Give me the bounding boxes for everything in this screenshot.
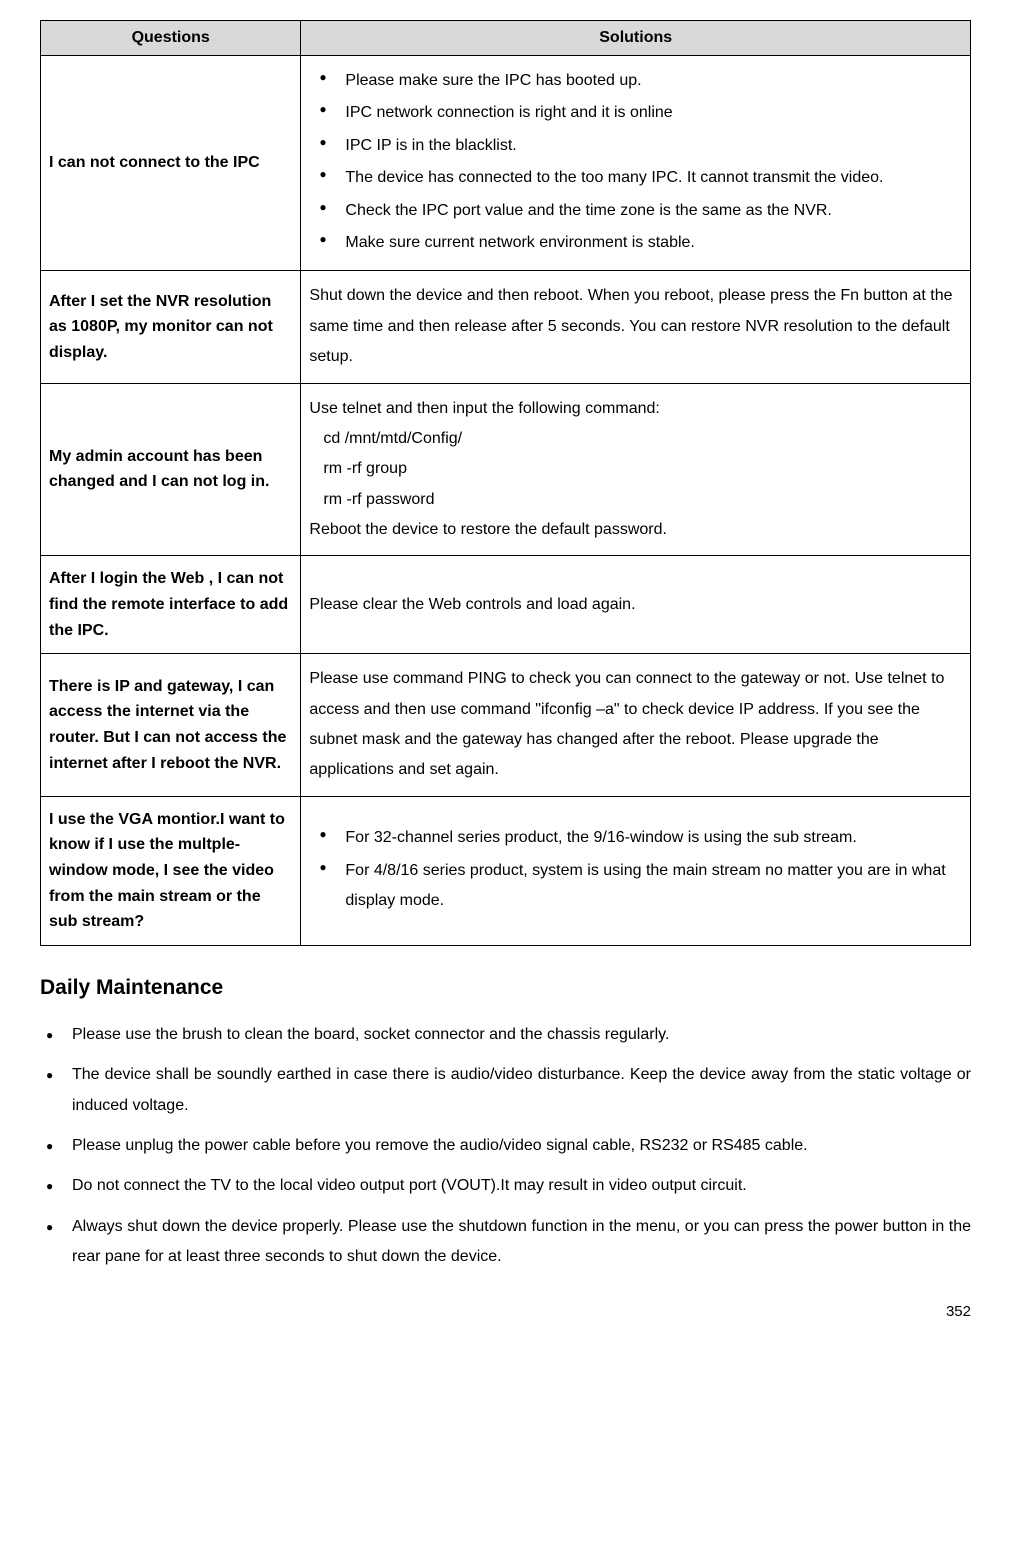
table-row: After I login the Web , I can not find t…	[41, 556, 971, 654]
qa-table-body: I can not connect to the IPCPlease make …	[41, 56, 971, 946]
solution-command: rm -rf password	[309, 485, 962, 515]
maintenance-item: Please use the brush to clean the board,…	[40, 1020, 971, 1050]
solution-list: For 32-channel series product, the 9/16-…	[309, 823, 962, 916]
header-solutions: Solutions	[301, 21, 971, 56]
solution-cell: Please clear the Web controls and load a…	[301, 556, 971, 654]
maintenance-list: Please use the brush to clean the board,…	[40, 1020, 971, 1273]
solution-list-item: Please make sure the IPC has booted up.	[309, 66, 962, 96]
maintenance-item: Do not connect the TV to the local video…	[40, 1171, 971, 1201]
qa-table: Questions Solutions I can not connect to…	[40, 20, 971, 946]
solution-intro: Use telnet and then input the following …	[309, 394, 962, 424]
solution-command: cd /mnt/mtd/Config/	[309, 424, 962, 454]
maintenance-item: Please unplug the power cable before you…	[40, 1131, 971, 1161]
solution-outro: Reboot the device to restore the default…	[309, 515, 962, 545]
table-row: I use the VGA montior.I want to know if …	[41, 796, 971, 945]
maintenance-item: Always shut down the device properly. Pl…	[40, 1212, 971, 1273]
solution-cell: Shut down the device and then reboot. Wh…	[301, 271, 971, 383]
question-cell: After I set the NVR resolution as 1080P,…	[41, 271, 301, 383]
question-cell: I can not connect to the IPC	[41, 56, 301, 271]
table-row: There is IP and gateway, I can access th…	[41, 654, 971, 797]
solution-list-item: For 32-channel series product, the 9/16-…	[309, 823, 962, 853]
solution-list-item: IPC IP is in the blacklist.	[309, 131, 962, 161]
solution-cell: Please make sure the IPC has booted up.I…	[301, 56, 971, 271]
question-cell: My admin account has been changed and I …	[41, 383, 301, 556]
solution-command: rm -rf group	[309, 454, 962, 484]
maintenance-title: Daily Maintenance	[40, 976, 971, 1000]
header-questions: Questions	[41, 21, 301, 56]
solution-list-item: For 4/8/16 series product, system is usi…	[309, 856, 962, 917]
solution-list-item: Make sure current network environment is…	[309, 228, 962, 258]
page-number: 352	[40, 1303, 971, 1320]
question-cell: After I login the Web , I can not find t…	[41, 556, 301, 654]
solution-list: Please make sure the IPC has booted up.I…	[309, 66, 962, 258]
solution-list-item: Check the IPC port value and the time zo…	[309, 196, 962, 226]
question-cell: There is IP and gateway, I can access th…	[41, 654, 301, 797]
maintenance-item: The device shall be soundly earthed in c…	[40, 1060, 971, 1121]
table-row: After I set the NVR resolution as 1080P,…	[41, 271, 971, 383]
solution-cell: Use telnet and then input the following …	[301, 383, 971, 556]
solution-cell: For 32-channel series product, the 9/16-…	[301, 796, 971, 945]
solution-cell: Please use command PING to check you can…	[301, 654, 971, 797]
question-cell: I use the VGA montior.I want to know if …	[41, 796, 301, 945]
solution-list-item: IPC network connection is right and it i…	[309, 98, 962, 128]
table-row: I can not connect to the IPCPlease make …	[41, 56, 971, 271]
table-row: My admin account has been changed and I …	[41, 383, 971, 556]
solution-list-item: The device has connected to the too many…	[309, 163, 962, 193]
